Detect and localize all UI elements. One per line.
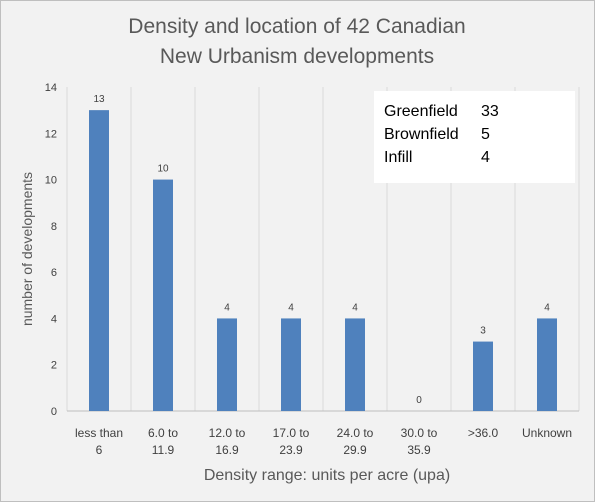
annotation-value: 5 xyxy=(481,126,490,143)
category-label: 17.0 to xyxy=(273,426,310,440)
category-label: 24.0 to xyxy=(337,426,374,440)
data-label: 4 xyxy=(224,302,230,313)
bar-7 xyxy=(537,318,557,411)
y-tick-label: 6 xyxy=(51,267,57,279)
category-label: 23.9 xyxy=(279,443,303,457)
bar-0 xyxy=(89,110,109,412)
data-label: 4 xyxy=(544,302,550,313)
bar-4 xyxy=(345,318,365,411)
data-label: 3 xyxy=(480,326,486,337)
x-axis-label: Density range: units per acre (upa) xyxy=(204,467,450,484)
annotation-box xyxy=(374,91,575,183)
annotation-label: Greenfield xyxy=(384,103,458,120)
annotation-value: 4 xyxy=(481,149,490,166)
category-label: 35.9 xyxy=(407,443,431,457)
y-tick-label: 14 xyxy=(45,82,57,94)
annotation-label: Infill xyxy=(384,149,412,166)
category-label: less than xyxy=(75,426,123,440)
annotation-label: Brownfield xyxy=(384,126,459,143)
data-label: 4 xyxy=(288,302,294,313)
chart-title-line: New Urbanism developments xyxy=(160,45,434,68)
y-tick-label: 10 xyxy=(45,175,57,187)
data-label: 10 xyxy=(157,164,169,175)
y-tick-label: 8 xyxy=(51,221,57,233)
data-label: 4 xyxy=(352,302,358,313)
y-tick-label: 12 xyxy=(45,128,57,140)
bar-2 xyxy=(217,318,237,411)
y-axis-label: number of developments xyxy=(19,172,35,326)
category-label: 6 xyxy=(96,443,103,457)
annotation-value: 33 xyxy=(481,103,499,120)
y-tick-label: 2 xyxy=(51,360,57,372)
category-label: Unknown xyxy=(522,426,572,440)
chart-title-line: Density and location of 42 Canadian xyxy=(128,15,465,38)
y-tick-label: 4 xyxy=(51,313,57,325)
data-label: 0 xyxy=(416,395,422,406)
category-label: 30.0 to xyxy=(401,426,438,440)
category-label: 16.9 xyxy=(215,443,239,457)
data-label: 13 xyxy=(93,94,105,105)
category-label: 12.0 to xyxy=(209,426,246,440)
category-label: 29.9 xyxy=(343,443,367,457)
category-label: >36.0 xyxy=(468,426,499,440)
bar-1 xyxy=(153,179,173,411)
y-tick-label: 0 xyxy=(51,406,57,418)
bar-6 xyxy=(473,341,493,411)
category-label: 11.9 xyxy=(152,443,175,457)
category-label: 6.0 to xyxy=(148,426,178,440)
bar-3 xyxy=(281,318,301,411)
